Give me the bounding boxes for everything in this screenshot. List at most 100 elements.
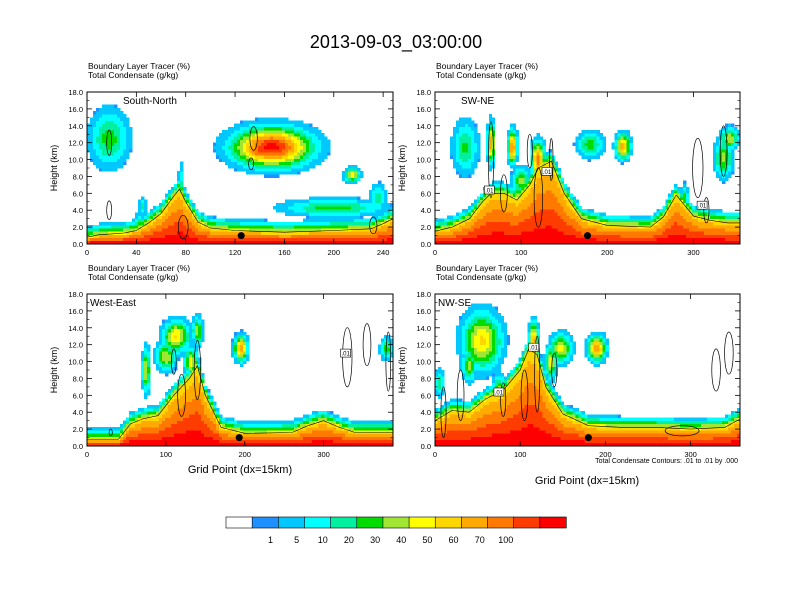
field-cell: [479, 209, 484, 213]
field-cell: [369, 240, 373, 245]
field-cell: [180, 196, 184, 201]
field-cell: [186, 385, 190, 390]
field-cell: [533, 142, 538, 147]
field-cell: [255, 117, 259, 121]
field-cell: [491, 231, 496, 235]
field-cell: [246, 123, 250, 128]
field-cell: [611, 215, 615, 220]
field-cell: [183, 376, 187, 380]
field-cell: [87, 442, 91, 447]
field-cell: [342, 202, 346, 207]
field-cell: [491, 209, 496, 213]
field-cell: [707, 228, 711, 232]
field-cell: [96, 430, 100, 434]
field-cell: [680, 212, 684, 216]
field-cell: [111, 427, 115, 431]
field-cell: [506, 234, 511, 239]
field-cell: [593, 240, 597, 245]
field-cell: [470, 231, 475, 235]
y-axis-label: Height (km): [49, 145, 59, 192]
field-cell: [494, 225, 499, 229]
field-cell: [171, 322, 175, 327]
field-cell: [108, 123, 112, 128]
field-cell: [150, 408, 154, 412]
field-cell: [258, 120, 262, 125]
field-cell: [725, 126, 729, 131]
field-cell: [674, 190, 678, 194]
field-cell: [114, 158, 118, 163]
field-cell: [114, 430, 118, 434]
field-cell: [156, 228, 160, 232]
field-cell: [117, 111, 121, 115]
field-cell: [488, 145, 493, 150]
field-cell: [204, 240, 208, 245]
field-cell: [294, 221, 298, 226]
field-cell: [518, 177, 523, 182]
field-cell: [500, 193, 505, 197]
field-cell: [123, 430, 127, 434]
field-cell: [195, 209, 199, 213]
field-cell: [156, 417, 160, 422]
field-cell: [464, 234, 469, 239]
field-cell: [165, 196, 169, 201]
field-cell: [563, 225, 567, 229]
field-cell: [159, 225, 163, 229]
field-cell: [297, 234, 301, 239]
field-cell: [683, 215, 687, 220]
field-cell: [195, 404, 199, 409]
field-cell: [261, 164, 265, 169]
field-cell: [267, 231, 271, 235]
field-cell: [608, 218, 612, 223]
field-cell: [560, 196, 564, 201]
field-cell: [683, 228, 687, 232]
field-cell: [662, 225, 666, 229]
field-cell: [90, 228, 94, 232]
field-cell: [620, 240, 624, 245]
field-cell: [713, 168, 717, 172]
field-cell: [111, 142, 115, 147]
field-cell: [183, 206, 187, 210]
field-cell: [309, 145, 313, 150]
field-cell: [443, 240, 448, 245]
field-cell: [156, 363, 160, 368]
field-cell: [695, 228, 699, 232]
field-cell: [656, 225, 660, 229]
field-cell: [455, 126, 460, 131]
field-cell: [728, 218, 732, 223]
field-cell: [626, 158, 630, 163]
field-cell: [186, 206, 190, 210]
field-cell: [180, 231, 184, 235]
field-cell: [144, 420, 148, 425]
field-cell: [303, 145, 307, 150]
field-cell: [114, 234, 118, 239]
field-cell: [216, 237, 220, 242]
field-cell: [144, 215, 148, 220]
field-cell: [183, 385, 187, 390]
field-cell: [147, 218, 151, 223]
field-cell: [644, 228, 648, 232]
field-cell: [512, 164, 517, 169]
field-cell: [318, 149, 322, 153]
field-cell: [647, 218, 651, 223]
contour-label-box: [696, 200, 708, 210]
field-cell: [93, 126, 97, 131]
field-cell: [324, 206, 328, 210]
field-cell: [147, 347, 151, 352]
field-cell: [96, 133, 100, 137]
field-cell: [252, 126, 256, 131]
field-cell: [533, 180, 538, 185]
field-cell: [569, 193, 573, 197]
field-cell: [237, 221, 241, 226]
y-tick-label: 12.0: [68, 139, 83, 148]
field-cell: [581, 231, 585, 235]
field-cell: [506, 183, 511, 188]
field-cell: [455, 164, 460, 169]
field-cell: [258, 231, 262, 235]
field-cell: [494, 231, 499, 235]
field-cell: [470, 209, 475, 213]
field-cell: [482, 209, 487, 213]
field-cell: [237, 164, 241, 169]
field-cell: [527, 196, 532, 201]
field-cell: [509, 187, 514, 191]
field-cell: [339, 209, 343, 213]
